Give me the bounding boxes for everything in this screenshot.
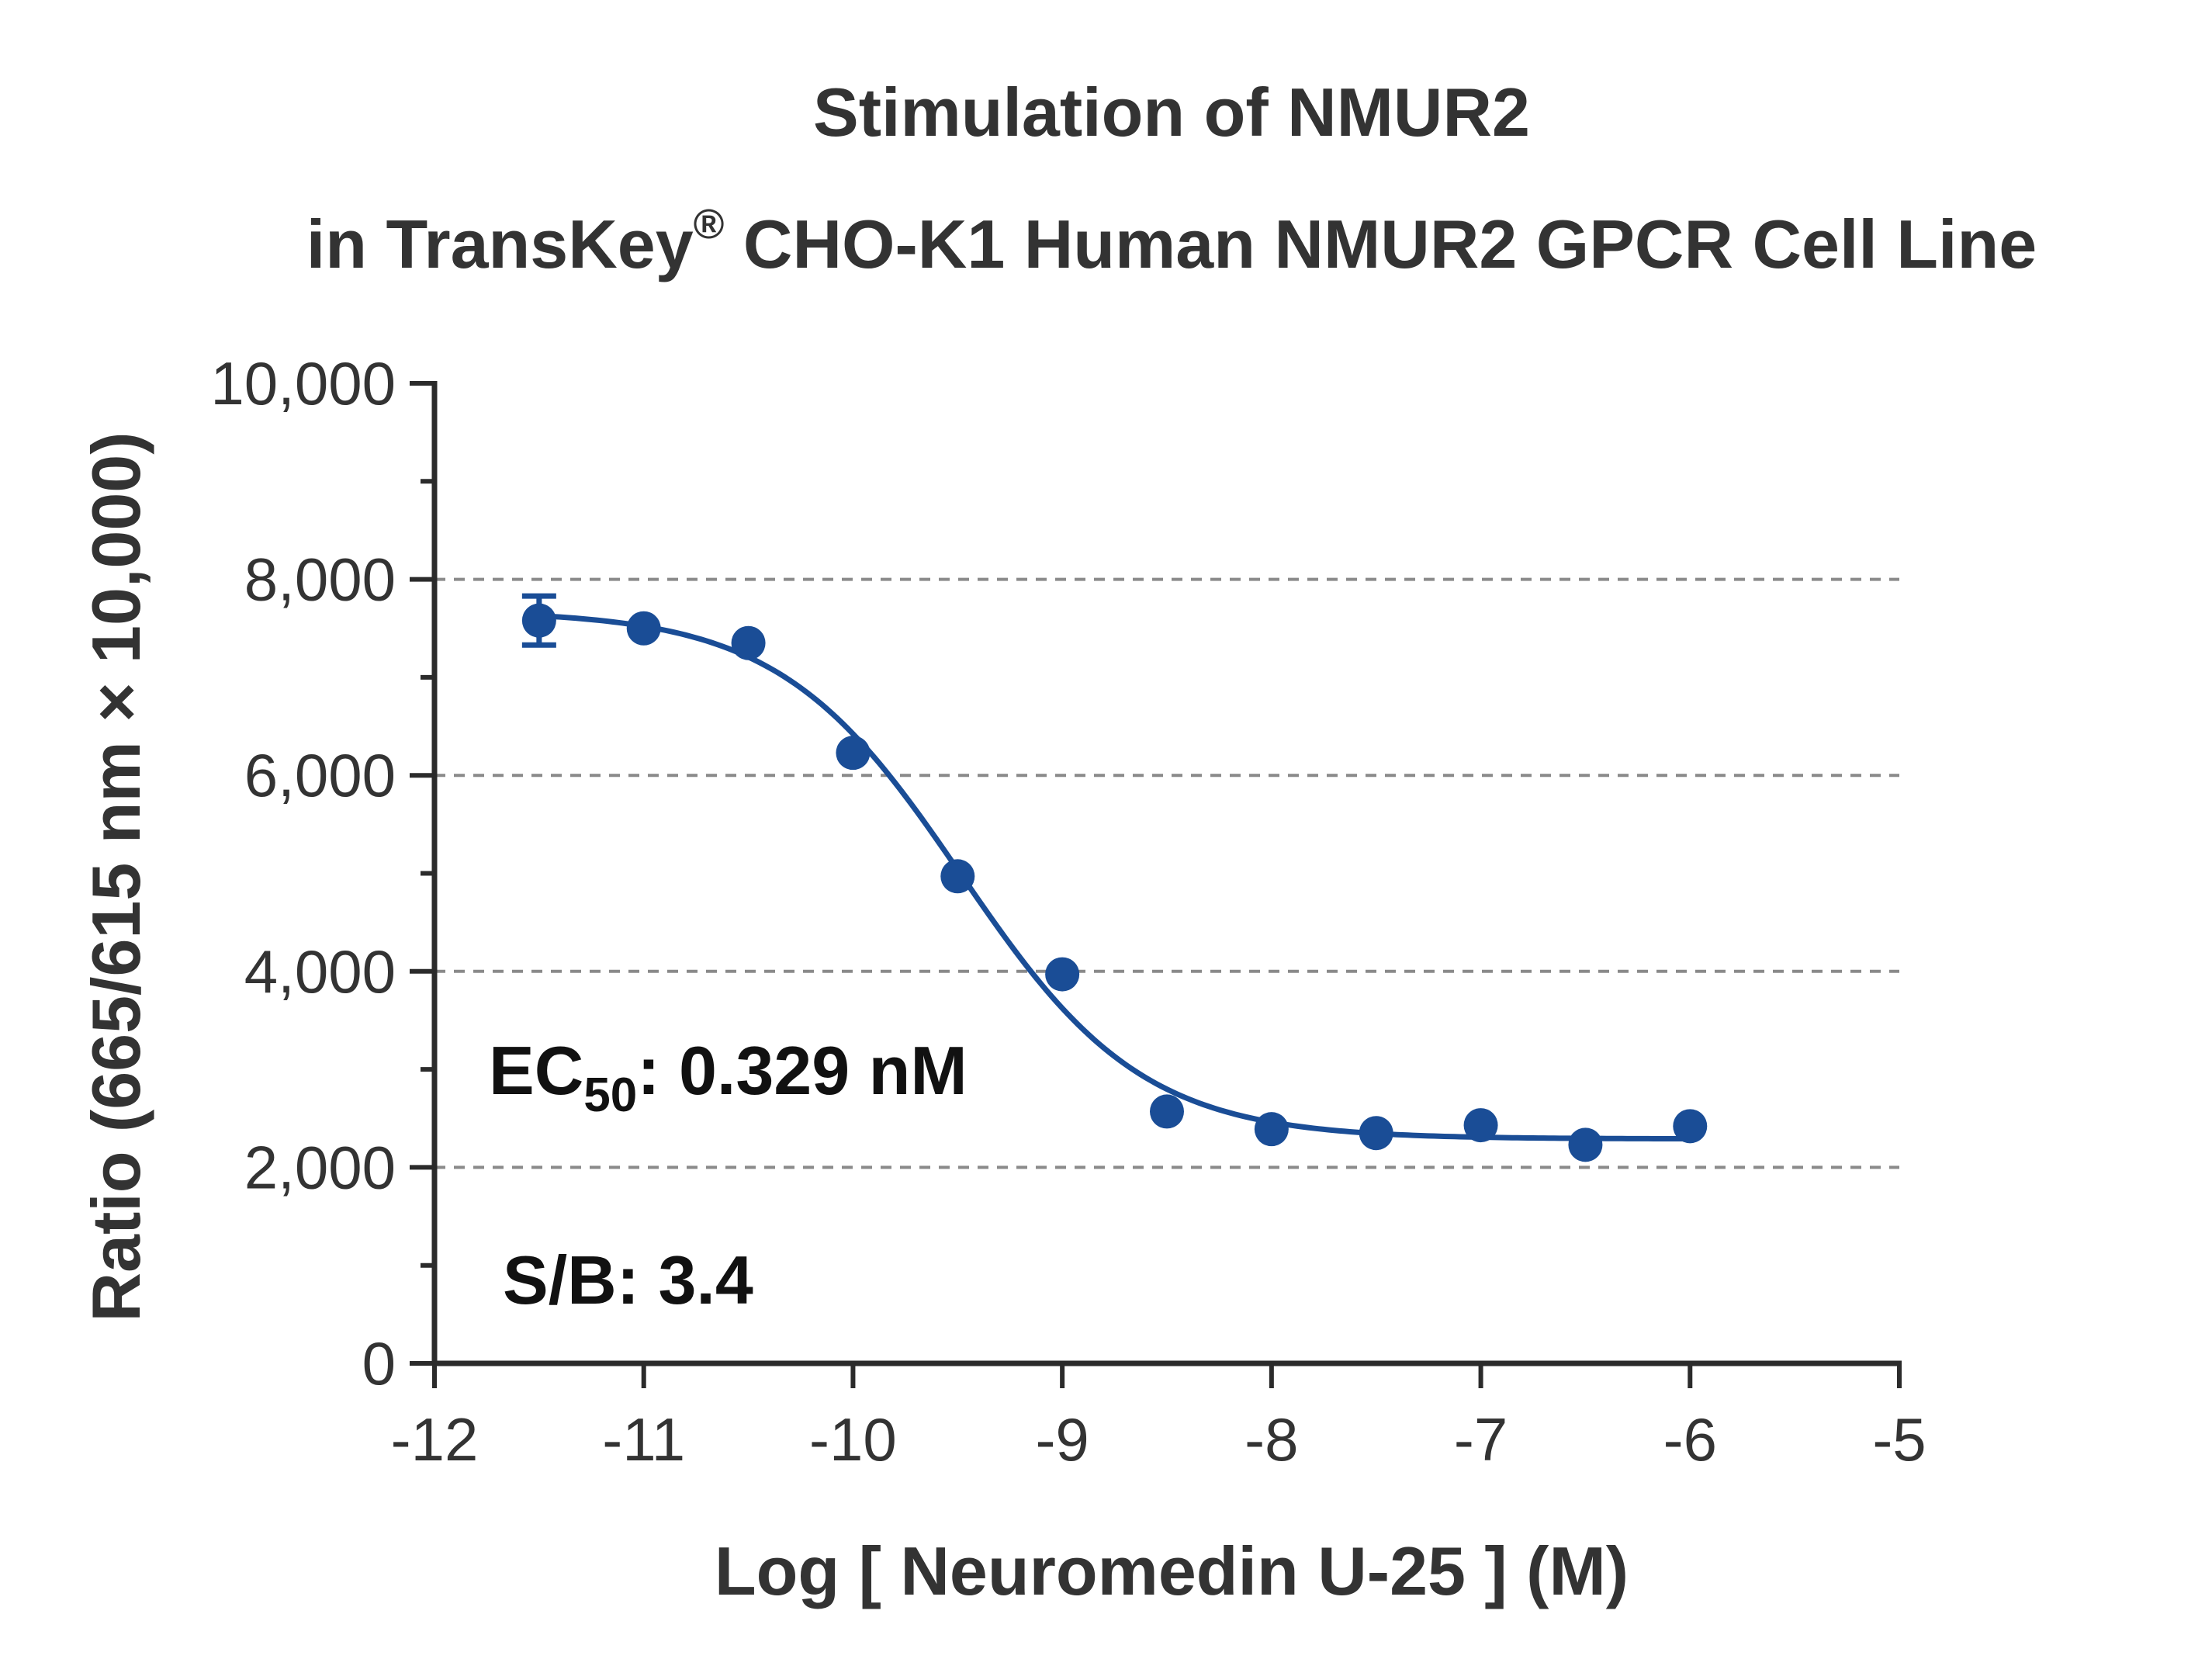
ec50-prefix: EC (489, 1032, 583, 1109)
chart-title-line1: Stimulation of NMUR2 (813, 74, 1530, 151)
data-point (1254, 1112, 1289, 1147)
tick-labels: 0 2,000 4,000 6,000 8,000 10,000 -12 -11 -10 -9 -8… (210, 349, 1926, 1474)
data-point (1045, 957, 1080, 992)
x-tick-label: -10 (809, 1405, 897, 1474)
x-axis-label: Log [ Neuromedin U-25 ] (M) (715, 1533, 1629, 1609)
x-tick-label: -5 (1872, 1405, 1926, 1474)
data-points (521, 593, 1708, 1162)
title-line2-suffix: CHO-K1 Human NMUR2 GPCR Cell Line (724, 206, 2037, 282)
ec50-value: : 0.329 nM (637, 1032, 967, 1109)
axes (410, 381, 1902, 1388)
data-point (1463, 1108, 1498, 1143)
data-point (1568, 1127, 1603, 1162)
x-tick-label: -9 (1035, 1405, 1089, 1474)
chart-title-line2: in TransKey® CHO-K1 Human NMUR2 GPCR Cel… (306, 201, 2037, 282)
sb-annotation: S/B: 3.4 (503, 1242, 753, 1318)
data-point (1150, 1094, 1184, 1129)
x-tick-label: -8 (1244, 1405, 1298, 1474)
data-point (1359, 1116, 1393, 1151)
ec50-annotation: EC50: 0.329 nM (489, 1032, 968, 1122)
ec50-subscript: 50 (583, 1069, 637, 1122)
data-point (1673, 1109, 1708, 1144)
y-tick-label: 8,000 (244, 546, 396, 614)
x-tick-label: -7 (1454, 1405, 1508, 1474)
y-tick-label: 10,000 (210, 349, 396, 417)
data-point (731, 625, 766, 660)
data-point (626, 611, 661, 646)
fit-curve-group (536, 613, 1693, 1142)
y-tick-label: 4,000 (244, 937, 396, 1006)
title-line2-prefix: in TransKey (306, 206, 694, 282)
data-point (521, 603, 556, 638)
x-tick-label: -6 (1663, 1405, 1717, 1474)
y-tick-label: 2,000 (244, 1133, 396, 1201)
y-axis-label: Ratio (665/615 nm × 10,000) (78, 431, 154, 1321)
data-point (940, 859, 975, 894)
y-tick-label: 6,000 (244, 741, 396, 809)
x-tick-label: -12 (391, 1405, 479, 1474)
fit-curve (536, 613, 1693, 1142)
x-tick-label: -11 (602, 1405, 685, 1474)
data-point (836, 736, 871, 771)
y-tick-label: 0 (362, 1329, 396, 1398)
registered-mark: ® (694, 201, 725, 248)
